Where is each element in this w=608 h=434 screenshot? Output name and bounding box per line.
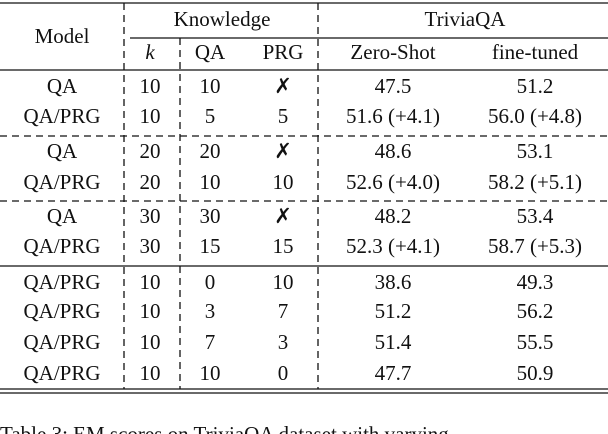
table-cell: 51.2 bbox=[375, 299, 412, 323]
table-cell: 0 bbox=[278, 361, 289, 385]
table-cell: QA bbox=[47, 74, 78, 98]
table-cell: 10 bbox=[273, 170, 294, 194]
table-cell: QA bbox=[47, 139, 78, 163]
header-prg: PRG bbox=[263, 40, 304, 64]
header-qa: QA bbox=[195, 40, 226, 64]
table-cell: 30 bbox=[140, 204, 161, 228]
table-cell: 7 bbox=[205, 330, 216, 354]
table-cell: 52.6 (+4.0) bbox=[346, 170, 440, 194]
table-cell: 10 bbox=[200, 170, 221, 194]
table-cell: 20 bbox=[140, 170, 161, 194]
table-cell: 49.3 bbox=[517, 270, 554, 294]
table-cell: 51.6 (+4.1) bbox=[346, 104, 440, 128]
table-cell: QA/PRG bbox=[23, 361, 100, 385]
table-cell: 10 bbox=[140, 299, 161, 323]
table-cell: 56.2 bbox=[517, 299, 554, 323]
table-cell: 53.4 bbox=[517, 204, 554, 228]
table-cell: 10 bbox=[140, 74, 161, 98]
table-cell: 7 bbox=[278, 299, 289, 323]
table-cell: QA/PRG bbox=[23, 234, 100, 258]
header-zero-shot: Zero-Shot bbox=[350, 40, 435, 64]
table-cell: 10 bbox=[140, 330, 161, 354]
table-cell: 58.2 (+5.1) bbox=[488, 170, 582, 194]
table-cell: 3 bbox=[278, 330, 289, 354]
table-cell: 30 bbox=[140, 234, 161, 258]
caption: Table 3: EM scores on TriviaQA dataset w… bbox=[0, 422, 449, 434]
table-cell: ✗ bbox=[274, 204, 292, 228]
table-cell: 48.6 bbox=[375, 139, 412, 163]
table-cell: QA/PRG bbox=[23, 299, 100, 323]
table-cell: 47.7 bbox=[375, 361, 412, 385]
table-cell: 20 bbox=[200, 139, 221, 163]
table-cell: 52.3 (+4.1) bbox=[346, 234, 440, 258]
table-cell: 58.7 (+5.3) bbox=[488, 234, 582, 258]
table-cell: 15 bbox=[200, 234, 221, 258]
table-cell: 20 bbox=[140, 139, 161, 163]
table-cell: 50.9 bbox=[517, 361, 554, 385]
table-cell: 10 bbox=[273, 270, 294, 294]
table-cell: 15 bbox=[273, 234, 294, 258]
header-model: Model bbox=[35, 24, 90, 48]
table-cell: ✗ bbox=[274, 74, 292, 98]
table-cell: QA/PRG bbox=[23, 270, 100, 294]
header-triviaqa: TriviaQA bbox=[425, 7, 507, 31]
table-cell: 55.5 bbox=[517, 330, 554, 354]
header-fine-tuned: fine-tuned bbox=[492, 40, 579, 64]
table-cell: QA/PRG bbox=[23, 170, 100, 194]
table-cell: QA/PRG bbox=[23, 104, 100, 128]
table-cell: QA bbox=[47, 204, 78, 228]
table-cell: 10 bbox=[140, 361, 161, 385]
table-cell: ✗ bbox=[274, 139, 292, 163]
table-cell: 10 bbox=[200, 74, 221, 98]
rules bbox=[0, 2, 608, 394]
table-cell: 0 bbox=[205, 270, 216, 294]
table-cell: 38.6 bbox=[375, 270, 412, 294]
table-cell: 5 bbox=[278, 104, 289, 128]
header-knowledge: Knowledge bbox=[174, 7, 271, 31]
table-cell: 10 bbox=[140, 270, 161, 294]
table-cell: 10 bbox=[140, 104, 161, 128]
table-cell: QA/PRG bbox=[23, 330, 100, 354]
table-cell: 10 bbox=[200, 361, 221, 385]
table-cell: 56.0 (+4.8) bbox=[488, 104, 582, 128]
table-cell: 5 bbox=[205, 104, 216, 128]
table-cell: 53.1 bbox=[517, 139, 554, 163]
table-cell: 47.5 bbox=[375, 74, 412, 98]
table-cell: 3 bbox=[205, 299, 216, 323]
table-cell: 30 bbox=[200, 204, 221, 228]
table-cell: 51.4 bbox=[375, 330, 412, 354]
table-cell: 48.2 bbox=[375, 204, 412, 228]
table-cell: 51.2 bbox=[517, 74, 554, 98]
header-k: k bbox=[145, 40, 155, 64]
